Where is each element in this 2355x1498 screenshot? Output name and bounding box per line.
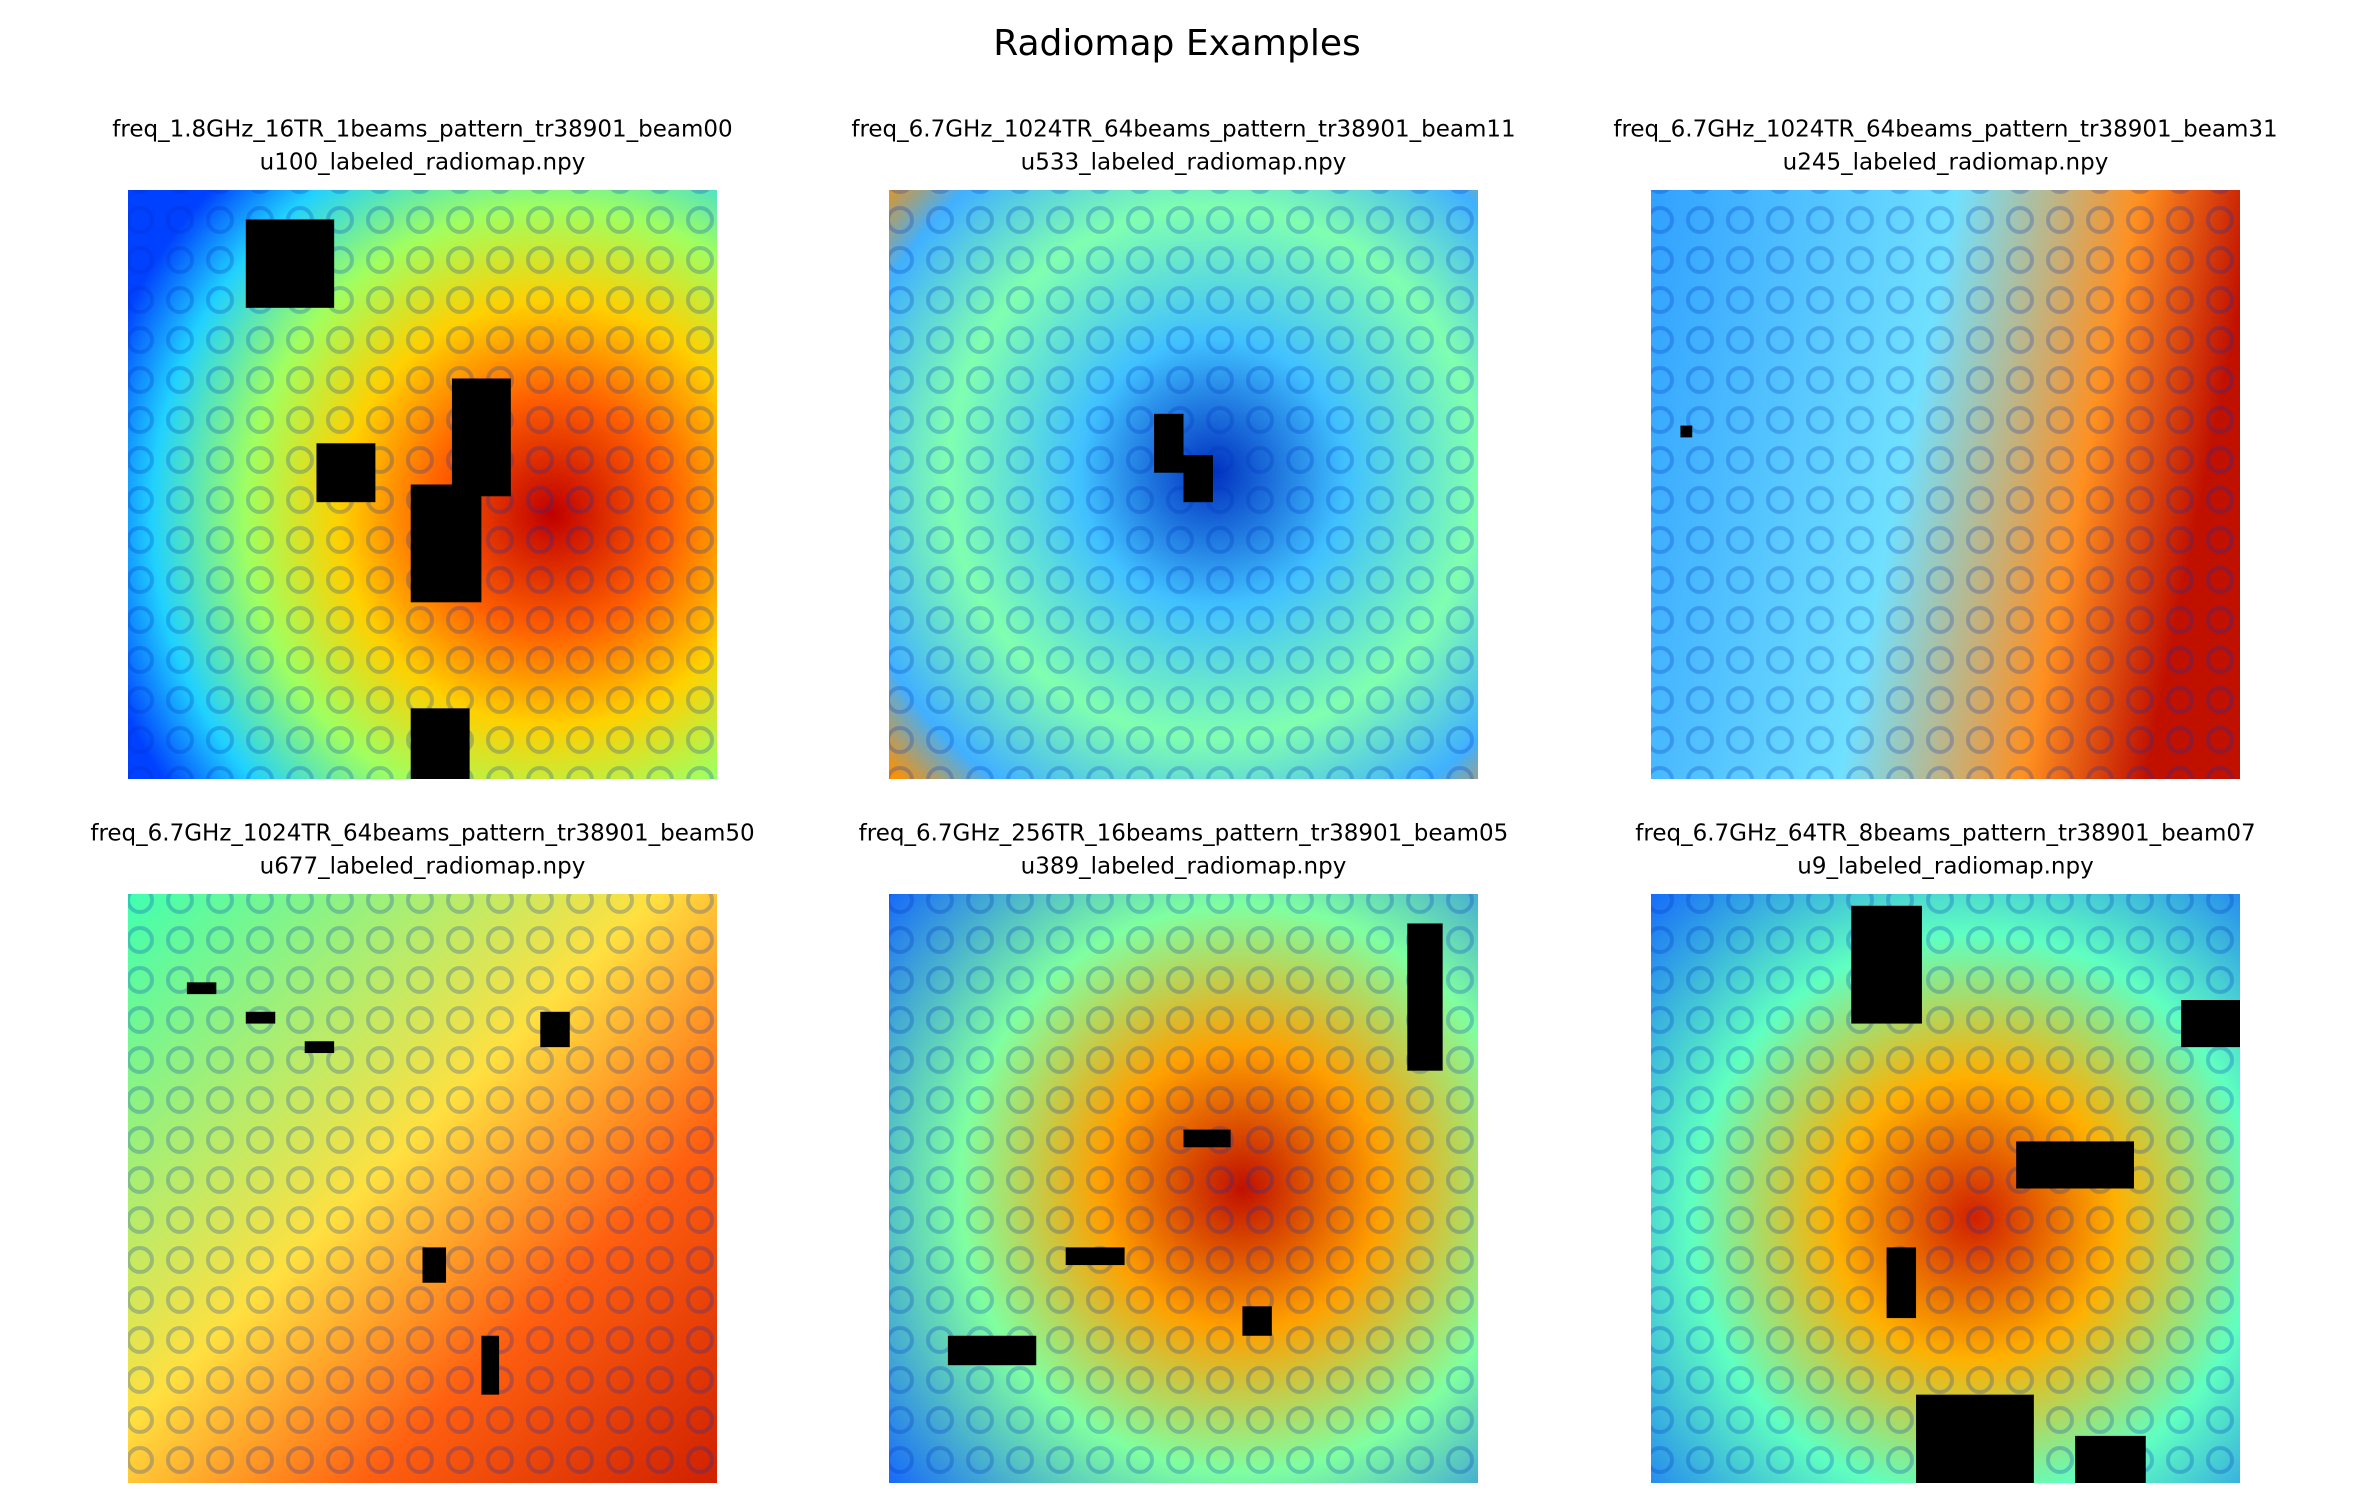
radiomap-texture [889, 894, 1478, 1483]
building [1407, 923, 1443, 1071]
building [2016, 1141, 2134, 1189]
panel-title: u100_labeled_radiomap.npy [260, 150, 586, 176]
building [947, 1335, 1037, 1366]
building [1851, 905, 1922, 1024]
panel-title: freq_6.7GHz_1024TR_64beams_pattern_tr389… [1613, 117, 2277, 143]
radiomap-texture [1651, 190, 2240, 779]
building [186, 982, 217, 995]
figure-title: Radiomap Examples [993, 23, 1361, 64]
radiomap-texture [128, 894, 717, 1483]
building [316, 443, 376, 503]
building [2181, 1000, 2240, 1048]
panel-title: freq_6.7GHz_256TR_16beams_pattern_tr3890… [859, 821, 1509, 847]
panel-title: u245_labeled_radiomap.npy [1783, 150, 2109, 176]
building [451, 378, 511, 497]
panel-title: freq_1.8GHz_16TR_1beams_pattern_tr38901_… [112, 117, 732, 143]
panel-title: freq_6.7GHz_1024TR_64beams_pattern_tr389… [90, 821, 754, 847]
building [1183, 455, 1213, 503]
panel-title: freq_6.7GHz_1024TR_64beams_pattern_tr389… [851, 117, 1515, 143]
building [1183, 1129, 1231, 1148]
building [410, 708, 470, 779]
building [304, 1041, 335, 1054]
building [1886, 1247, 1917, 1319]
building [245, 1011, 276, 1024]
building [1680, 425, 1693, 438]
panel-title: u533_labeled_radiomap.npy [1021, 150, 1347, 176]
panel-title: u677_labeled_radiomap.npy [260, 854, 586, 880]
building [1916, 1394, 2034, 1483]
building [1242, 1306, 1272, 1336]
building [540, 1011, 570, 1048]
panel-title: u389_labeled_radiomap.npy [1021, 854, 1347, 880]
building [410, 484, 482, 603]
building [2075, 1435, 2146, 1483]
building [422, 1247, 447, 1283]
building [481, 1335, 500, 1395]
building [245, 219, 335, 308]
building [1065, 1247, 1125, 1266]
building [1154, 413, 1184, 473]
panel-title: u9_labeled_radiomap.npy [1797, 854, 2093, 880]
panel-title: freq_6.7GHz_64TR_8beams_pattern_tr38901_… [1635, 821, 2255, 847]
radiomap-texture [1651, 894, 2240, 1483]
